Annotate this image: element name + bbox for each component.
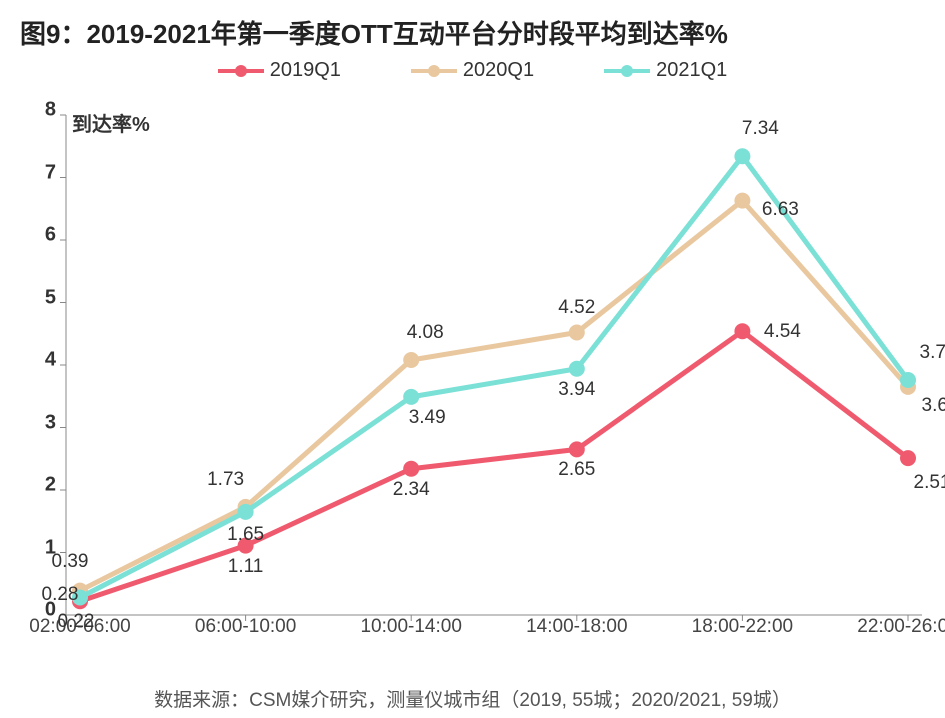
y-tick-label: 7	[16, 161, 56, 184]
y-tick-label: 6	[16, 224, 56, 247]
legend-item: 2020Q1	[411, 59, 534, 82]
data-label: 4.08	[407, 322, 444, 344]
y-tick-label: 5	[16, 286, 56, 309]
legend-marker	[604, 69, 650, 73]
data-label: 3.76	[920, 342, 945, 364]
data-label: 7.34	[742, 118, 779, 140]
y-tick-label: 4	[16, 349, 56, 372]
data-label: 2.51	[914, 472, 945, 494]
x-tick-label: 14:00-18:00	[526, 616, 627, 638]
data-label: 0.39	[52, 551, 89, 573]
data-label: 3.49	[409, 407, 446, 429]
data-label: 6.63	[762, 199, 799, 221]
data-label: 0.22	[58, 611, 95, 633]
x-tick-label: 10:00-14:00	[360, 616, 461, 638]
y-tick-label: 1	[16, 536, 56, 559]
chart-area: 012345678 02:00-06:0006:00-10:0010:00-14…	[66, 110, 922, 640]
legend-marker	[411, 69, 457, 73]
legend-label: 2020Q1	[463, 59, 534, 82]
y-tick-label: 8	[16, 99, 56, 122]
chart-title: 图9：2019-2021年第一季度OTT互动平台分时段平均到达率%	[20, 14, 925, 51]
data-label: 4.54	[764, 321, 801, 343]
legend-label: 2019Q1	[270, 59, 341, 82]
legend-label: 2021Q1	[656, 59, 727, 82]
data-label: 3.94	[558, 379, 595, 401]
data-label: 3.65	[922, 395, 945, 417]
x-tick-label: 18:00-22:00	[692, 616, 793, 638]
data-label: 2.65	[558, 459, 595, 481]
data-label: 0.28	[42, 584, 79, 606]
data-label: 4.52	[558, 297, 595, 319]
legend-item: 2019Q1	[218, 59, 341, 82]
y-tick-label: 2	[16, 474, 56, 497]
line-chart-svg	[66, 110, 922, 640]
data-label: 2.34	[393, 479, 430, 501]
data-label: 1.11	[228, 556, 264, 578]
data-label: 1.65	[227, 524, 264, 546]
data-label: 1.73	[207, 469, 244, 491]
legend-marker	[218, 69, 264, 73]
legend: 2019Q1 2020Q1 2021Q1	[20, 59, 925, 82]
source-text: 数据来源：CSM媒介研究，测量仪城市组（2019, 55城；2020/2021,…	[0, 685, 945, 712]
x-tick-label: 06:00-10:00	[195, 616, 296, 638]
y-tick-label: 3	[16, 411, 56, 434]
x-tick-label: 22:00-26:00	[857, 616, 945, 638]
legend-item: 2021Q1	[604, 59, 727, 82]
